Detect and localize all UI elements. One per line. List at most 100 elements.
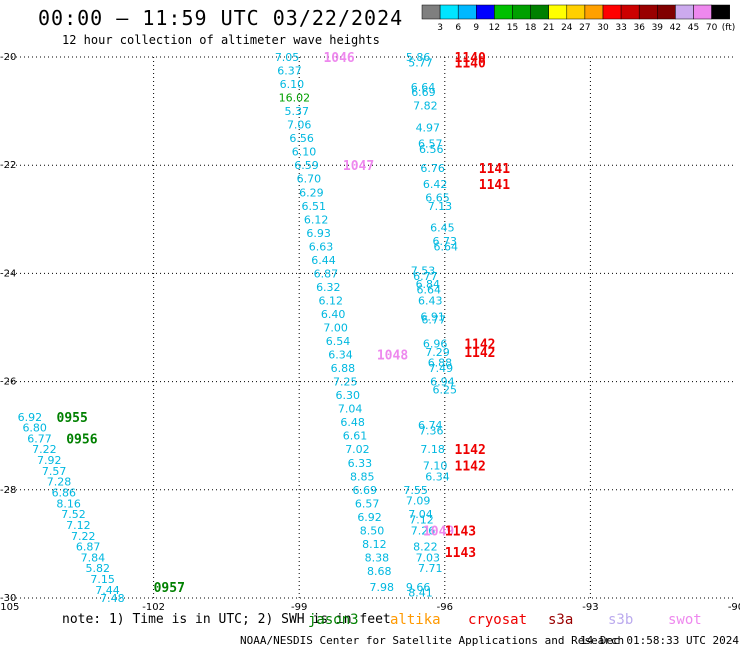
- swh-value-label: 6.77: [421, 313, 446, 326]
- pass-time-label: 0957: [154, 581, 185, 596]
- colorbar-tick: 39: [652, 23, 664, 33]
- swh-value-label: 7.28: [47, 476, 72, 489]
- y-tick-label: -28: [0, 485, 16, 496]
- swh-value-label: 6.88: [331, 362, 356, 375]
- swh-value-label: 7.22: [71, 530, 96, 543]
- swh-value-label: 7.29: [425, 346, 450, 359]
- swh-value-label: 8.16: [56, 497, 81, 510]
- chart-axes: -105 -102 -99 -96 -93 -90 -20 -22 -24 -26 -28 -30: [0, 52, 740, 613]
- colorbar-tick: 12: [489, 23, 500, 33]
- x-tick-label: -102: [142, 602, 165, 613]
- swh-value-label: 6.10: [292, 146, 317, 159]
- swh-value-label: 6.56: [419, 143, 444, 156]
- swh-value-label: 6.42: [423, 178, 448, 191]
- pass-time-label: 1140: [455, 51, 486, 66]
- swh-value-label: 8.41: [408, 587, 433, 600]
- swh-value-label: 6.59: [294, 159, 319, 172]
- swh-value-label: 6.61: [343, 430, 368, 443]
- swh-value-label: 7.00: [323, 322, 348, 335]
- colorbar-tick: 15: [507, 23, 518, 33]
- swh-value-label: 7.98: [369, 581, 394, 594]
- swh-value-label: 6.70: [297, 173, 322, 186]
- colorbar-unit: (ft): [722, 23, 736, 33]
- pass-time-label: 1142: [464, 346, 495, 361]
- swh-value-label: 7.04: [408, 508, 433, 521]
- swh-value-label: 7.15: [90, 573, 115, 586]
- colorbar-legend: 3 6 9 12 15 18 21 24 27 30 33 36 39 42 45 70 (ft): [421, 4, 736, 33]
- swh-value-label: 8.22: [413, 541, 438, 554]
- swh-value-label: 6.64: [411, 81, 436, 94]
- swh-value-label: 6.56: [289, 132, 314, 145]
- pass-time-label: 1141: [479, 162, 510, 177]
- pass-time-label: 1049: [423, 524, 454, 539]
- colorbar-tick: 24: [561, 23, 573, 33]
- legend-item-swot: swot: [668, 612, 702, 628]
- swh-value-label: 7.48: [100, 592, 125, 605]
- swh-value-label: 6.57: [418, 138, 443, 151]
- swh-value-label: 8.12: [362, 538, 387, 551]
- swh-value-label: 6.33: [348, 457, 373, 470]
- swh-value-label: 6.45: [430, 221, 455, 234]
- pass-time-label: 1046: [323, 51, 354, 66]
- swh-value-label: 6.93: [306, 227, 331, 240]
- swh-value-label: 6.34: [425, 470, 450, 483]
- swh-value-label: 7.13: [428, 200, 453, 213]
- colorbar-swatch: [530, 4, 549, 20]
- colorbar-swatch: [476, 4, 495, 20]
- x-tick-label: -90: [728, 602, 740, 613]
- colorbar-swatch: [584, 4, 604, 20]
- timestamp-text: 14 Dec 01:58:33 UTC 2024: [580, 634, 739, 647]
- colorbar-swatch: [638, 4, 658, 20]
- swh-value-label: 5.86: [406, 51, 431, 64]
- swh-value-label: 7.44: [95, 584, 120, 597]
- colorbar-tick: 9: [473, 23, 479, 33]
- swh-value-label: 7.53: [411, 265, 436, 278]
- swh-value-label: 7.18: [420, 443, 445, 456]
- swh-value-label: 6.87: [76, 541, 101, 554]
- swh-value-label: 6.77: [27, 432, 52, 445]
- swh-value-label: 6.12: [318, 294, 343, 307]
- x-tick-label: -93: [582, 602, 598, 613]
- swh-value-label: 6.76: [420, 162, 445, 175]
- swh-value-label: 7.52: [61, 508, 86, 521]
- colorbar-swatch: [693, 4, 712, 20]
- swh-value-label: 6.44: [311, 254, 336, 267]
- colorbar-tick: 33: [615, 23, 626, 33]
- swh-value-label: 6.88: [428, 357, 453, 370]
- swh-value-label: 6.77: [413, 270, 438, 283]
- swh-value-label: 6.94: [430, 376, 455, 389]
- swh-value-label: 6.43: [418, 294, 443, 307]
- swh-value-label: 7.09: [406, 495, 431, 508]
- swh-value-label: 16.02: [279, 92, 311, 105]
- colorbar-tick: 36: [633, 23, 645, 33]
- swh-value-label: 6.80: [22, 422, 47, 435]
- colorbar-tick: 27: [579, 23, 590, 33]
- chart-grid: [8, 56, 736, 599]
- pass-time-label: 0955: [57, 411, 88, 426]
- swh-value-label: 7.12: [66, 519, 91, 532]
- swh-value-label: 6.92: [18, 411, 43, 424]
- swh-value-label: 6.69: [411, 86, 436, 99]
- swh-value-label: 6.64: [434, 240, 459, 253]
- swh-value-label: 6.10: [280, 78, 305, 91]
- swh-value-label: 6.96: [423, 338, 448, 351]
- swh-value-label: 7.25: [333, 376, 358, 389]
- pass-time-label: 0956: [66, 432, 97, 447]
- swh-value-label: 6.84: [416, 278, 441, 291]
- swh-value-label: 4.97: [416, 121, 441, 134]
- y-tick-label: -24: [0, 268, 16, 279]
- pass-time-label: 1141: [479, 178, 510, 193]
- swh-value-label: 6.91: [420, 311, 445, 324]
- colorbar-tick: 18: [525, 23, 537, 33]
- footnote: note: 1) Time is in UTC; 2) SWH is in fe…: [62, 612, 391, 627]
- swh-value-label: 5.77: [408, 56, 433, 69]
- legend-item-s3a: s3a: [548, 612, 574, 628]
- colorbar-tick: 3: [437, 23, 443, 33]
- swh-value-label: 6.64: [417, 284, 442, 297]
- swh-value-label: 6.29: [299, 186, 324, 199]
- swh-value-label: 6.87: [314, 267, 339, 280]
- swh-value-label: 6.86: [52, 487, 77, 500]
- colorbar-tick: 45: [688, 23, 699, 33]
- swh-value-label: 7.03: [416, 551, 441, 564]
